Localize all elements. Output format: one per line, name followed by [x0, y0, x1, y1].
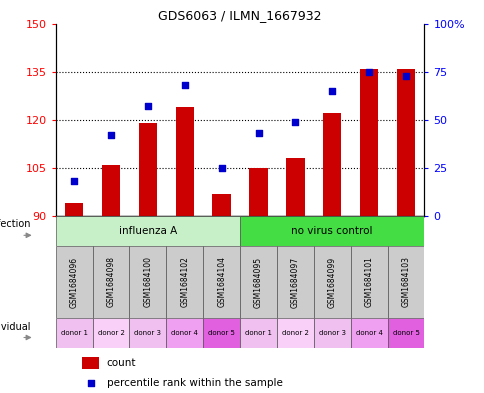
Point [181, 82, 188, 88]
Bar [92, 246, 129, 318]
Text: donor 2: donor 2 [97, 330, 124, 336]
Bar [166, 318, 203, 348]
Point [70, 178, 78, 185]
Bar [322, 114, 341, 216]
Bar [359, 68, 378, 216]
Bar [240, 216, 424, 246]
Bar [175, 107, 194, 216]
Point [144, 103, 151, 110]
Bar [56, 318, 92, 348]
Bar [240, 246, 276, 318]
Bar [313, 318, 350, 348]
Bar [387, 246, 424, 318]
Bar [56, 216, 240, 246]
Bar [286, 158, 304, 216]
Text: percentile rank within the sample: percentile rank within the sample [106, 378, 282, 388]
Point [401, 72, 409, 79]
Text: donor 1: donor 1 [60, 330, 88, 336]
Bar [240, 318, 276, 348]
Bar [82, 357, 99, 369]
Bar [350, 318, 387, 348]
Bar [203, 318, 240, 348]
Bar [276, 318, 313, 348]
Text: donor 3: donor 3 [318, 330, 345, 336]
Text: count: count [106, 358, 136, 368]
Point [217, 165, 225, 171]
Bar [203, 246, 240, 318]
Text: GSM1684101: GSM1684101 [364, 257, 373, 307]
Text: donor 1: donor 1 [244, 330, 272, 336]
Text: individual: individual [0, 321, 30, 332]
Bar [129, 318, 166, 348]
Text: donor 4: donor 4 [171, 330, 198, 336]
Point [87, 380, 94, 386]
Text: GSM1684100: GSM1684100 [143, 257, 152, 307]
Text: influenza A: influenza A [119, 226, 177, 236]
Text: GSM1684104: GSM1684104 [217, 257, 226, 307]
Point [291, 119, 299, 125]
Text: donor 4: donor 4 [355, 330, 382, 336]
Point [107, 132, 115, 138]
Bar [138, 123, 157, 216]
Text: GSM1684099: GSM1684099 [327, 256, 336, 308]
Point [254, 130, 262, 136]
Text: donor 2: donor 2 [281, 330, 308, 336]
Text: no virus control: no virus control [291, 226, 372, 236]
Bar [102, 165, 120, 216]
Text: donor 3: donor 3 [134, 330, 161, 336]
Text: GSM1684097: GSM1684097 [290, 256, 299, 308]
Bar [350, 246, 387, 318]
Text: GSM1684098: GSM1684098 [106, 257, 115, 307]
Bar [276, 246, 313, 318]
Text: infection: infection [0, 219, 30, 230]
Bar [56, 246, 92, 318]
Bar [65, 203, 83, 216]
Text: GSM1684102: GSM1684102 [180, 257, 189, 307]
Point [328, 88, 335, 94]
Text: donor 5: donor 5 [392, 330, 419, 336]
Bar [212, 194, 230, 216]
Bar [387, 318, 424, 348]
Title: GDS6063 / ILMN_1667932: GDS6063 / ILMN_1667932 [158, 9, 321, 22]
Bar [92, 318, 129, 348]
Bar [313, 246, 350, 318]
Bar [129, 246, 166, 318]
Bar [249, 168, 267, 216]
Text: GSM1684103: GSM1684103 [401, 257, 409, 307]
Text: GSM1684095: GSM1684095 [254, 256, 262, 308]
Bar [396, 68, 414, 216]
Text: GSM1684096: GSM1684096 [70, 256, 78, 308]
Point [364, 68, 372, 75]
Bar [166, 246, 203, 318]
Text: donor 5: donor 5 [208, 330, 235, 336]
